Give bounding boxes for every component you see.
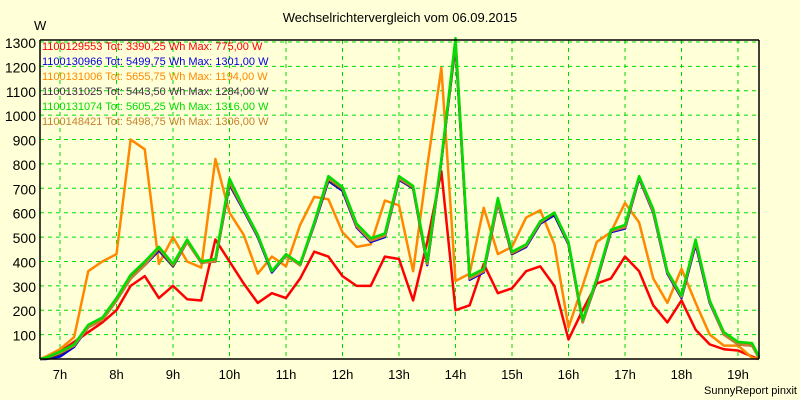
x-tick-label: 11h	[276, 367, 297, 382]
x-tick-label: 17h	[614, 367, 636, 382]
y-tick-label: 400	[13, 254, 37, 270]
footer-credit: SunnyReport pinxit	[704, 385, 797, 397]
data-series	[39, 36, 761, 361]
x-tick-label: 10h	[219, 367, 241, 382]
series-line	[39, 66, 760, 361]
y-tick-label: 900	[13, 133, 37, 149]
chart-title: Wechselrichtervergleich vom 06.09.2015	[282, 10, 518, 25]
y-tick-label: 1300	[5, 35, 36, 51]
legend-item: 1100131074 Tot: 5605,25 Wh Max: 1316,00 …	[42, 101, 269, 113]
legend-item: 1100129553 Tot: 3390,25 Wh Max: 775,00 W	[42, 41, 263, 53]
y-axis-unit: W	[34, 18, 47, 33]
y-tick-label: 300	[13, 279, 37, 295]
y-tick-label: 1100	[6, 84, 36, 100]
y-axis-ticks: 100 200 300 400 500 600 700 800 900 1000 1100 1200 1…	[5, 35, 36, 344]
x-tick-label: 12h	[332, 367, 354, 382]
x-tick-label: 18h	[671, 367, 693, 382]
x-axis-ticks: 7h 8h 9h 10h 11h 12h 13h 14h 15h 16h 17h 18h 19h	[53, 367, 749, 382]
x-tick-label: 9h	[166, 367, 180, 382]
x-tick-label: 8h	[109, 367, 123, 382]
x-tick-label: 7h	[53, 367, 67, 382]
x-tick-label: 19h	[727, 367, 749, 382]
x-tick-label: 13h	[388, 367, 410, 382]
series-line	[39, 36, 761, 361]
legend-item: 1100131006 Tot: 5655,75 Wh Max: 1194,00 …	[42, 71, 268, 83]
legend-item: 1100131025 Tot: 5443,50 Wh Max: 1284,00 …	[42, 86, 269, 98]
y-tick-label: 1000	[5, 108, 36, 124]
series-line	[39, 169, 760, 361]
y-tick-label: 800	[13, 157, 37, 173]
x-tick-label: 15h	[501, 367, 523, 382]
x-tick-label: 16h	[558, 367, 580, 382]
y-tick-label: 700	[13, 181, 37, 197]
y-tick-label: 100	[13, 328, 37, 344]
legend-item: 1100148421 Tot: 5498,75 Wh Max: 1306,00 …	[42, 116, 269, 128]
y-tick-label: 200	[13, 303, 37, 319]
legend-item: 1100130966 Tot: 5499,75 Wh Max: 1301,00 …	[42, 56, 269, 68]
plot-frame	[39, 39, 760, 360]
y-tick-label: 600	[13, 206, 37, 222]
y-tick-label: 500	[13, 230, 37, 246]
y-tick-label: 1200	[5, 59, 36, 75]
x-tick-label: 14h	[445, 367, 467, 382]
